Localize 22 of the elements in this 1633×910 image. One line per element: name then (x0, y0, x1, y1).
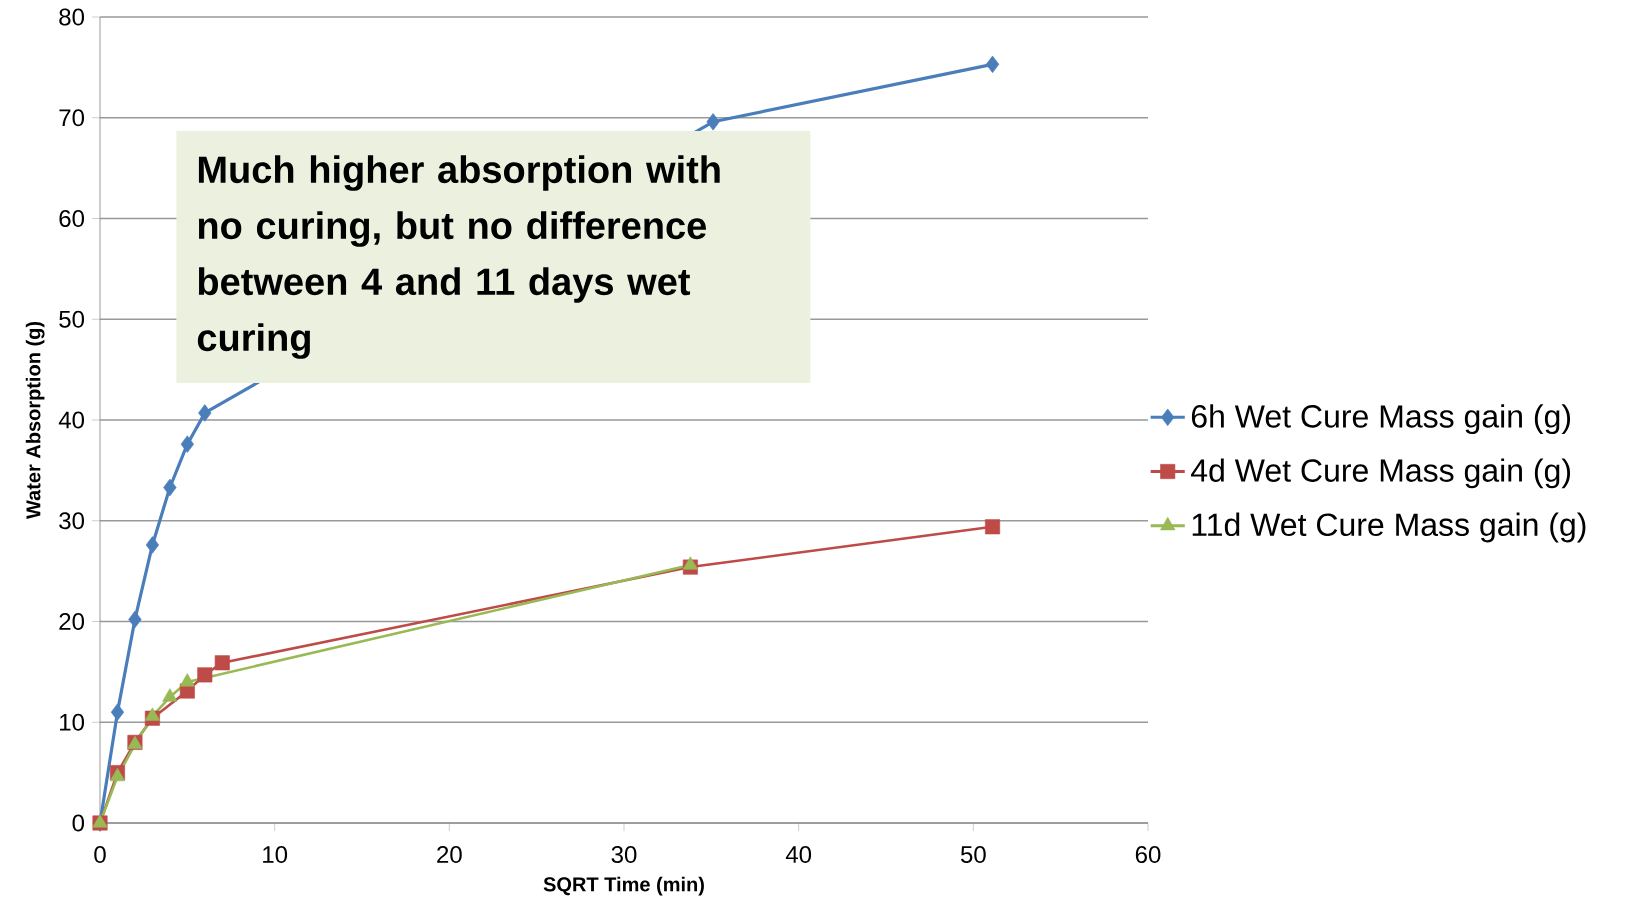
y-tick-label: 80 (59, 8, 85, 26)
y-tick-label: 0 (72, 814, 85, 832)
x-tick-label: 40 (785, 846, 812, 864)
y-axis-title: Water Absorption (g) (25, 321, 45, 520)
y-tick-label: 70 (59, 109, 85, 127)
x-tick-label: 10 (263, 846, 288, 864)
legend-label: 6h Wet Cure Mass gain (g) (1191, 404, 1571, 435)
x-axis-title: SQRT Time (min) (543, 876, 704, 896)
y-tick-label: 10 (60, 713, 85, 731)
y-tick-label: 50 (59, 310, 85, 328)
annotation: Much higher absorption with no curing, but no difference between 4 and 11 days wet curing (197, 155, 720, 359)
x-tick-label: 0 (94, 846, 106, 864)
y-tick-label: 40 (58, 411, 85, 429)
x-tick-label: 60 (1135, 846, 1161, 864)
legend-label: 11d Wet Cure Mass gain (g) (1192, 512, 1586, 543)
x-tick-label: 30 (611, 846, 637, 864)
legend-label: 4d Wet Cure Mass gain (g) (1191, 458, 1571, 489)
y-tick-label: 20 (59, 613, 85, 630)
x-tick-label: 20 (437, 846, 462, 864)
y-tick-label: 30 (59, 512, 85, 530)
x-tick-label: 50 (960, 846, 986, 864)
y-tick-label: 60 (59, 210, 85, 227)
